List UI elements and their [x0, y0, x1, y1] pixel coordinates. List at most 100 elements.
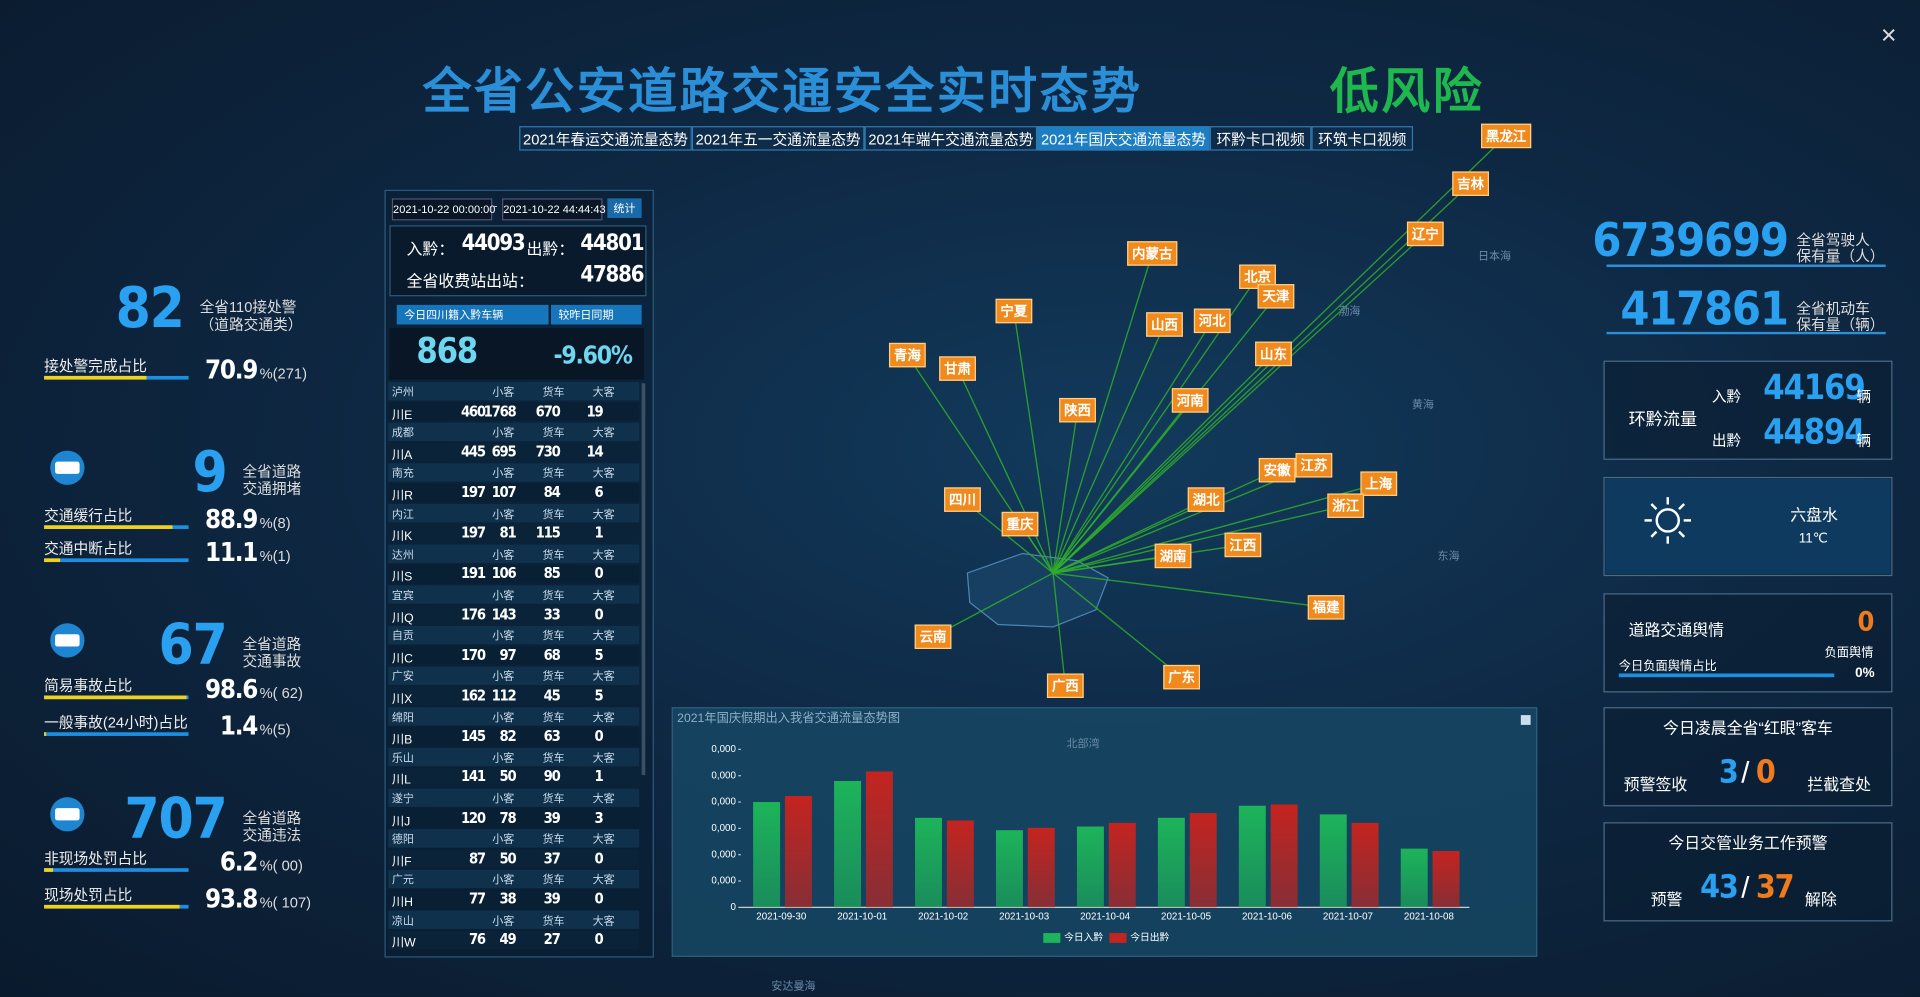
date-start[interactable]: 2021-10-22 00:00:00 [391, 198, 495, 221]
select[interactable]: 今日四川籍入黔车辆 [396, 304, 549, 325]
cell: 76 [468, 930, 486, 948]
ratio-detail: %(1) [259, 547, 291, 565]
cell: 68 [543, 646, 561, 664]
tab[interactable]: 2021年五一交通流量态势 [691, 126, 865, 151]
bar [1351, 822, 1379, 908]
y-tick-label: 0,000 [711, 849, 736, 860]
stat-icon [50, 797, 85, 832]
plate: 川Q [391, 611, 414, 626]
sea-label: 北部湾 [1066, 737, 1100, 750]
compare[interactable]: 较昨日同期 [551, 304, 642, 325]
province-label[interactable]: 江苏 [1295, 453, 1333, 478]
province-label[interactable]: 河北 [1193, 308, 1231, 334]
cell: 37 [543, 849, 561, 867]
province-label[interactable]: 江西 [1224, 532, 1262, 558]
city: 南充 [391, 467, 414, 480]
flow-line [1052, 572, 1183, 678]
province-label[interactable]: 辽宁 [1406, 221, 1444, 247]
bar [1270, 804, 1298, 908]
y-tick-label: 0 [730, 902, 736, 913]
column-header: 小客 [492, 629, 515, 642]
column-header: 大客 [592, 751, 615, 764]
flow-line [1052, 555, 1174, 574]
cell: 27 [543, 930, 561, 948]
flow-line [1013, 310, 1054, 574]
stat-label: 交通违法 [242, 826, 302, 844]
province-label[interactable]: 广西 [1046, 673, 1084, 698]
flow-line [1052, 320, 1213, 574]
flow-line [1052, 572, 1066, 686]
province-label[interactable]: 山东 [1255, 341, 1292, 367]
ratio-detail: %( 107) [259, 893, 312, 912]
work-b: 37 [1755, 869, 1795, 907]
cell: 63 [543, 727, 561, 745]
tab[interactable]: 环黔卡口视频 [1209, 126, 1312, 151]
city: 乐山 [391, 751, 414, 764]
flow-line [1052, 399, 1191, 574]
date-end[interactable]: 2021-10-22 44:44:43 [502, 198, 606, 221]
cell: 1 [594, 524, 603, 542]
cell: 1768 [483, 402, 517, 420]
stat-label: 全省110接处警 [199, 298, 297, 316]
bar [865, 771, 893, 908]
stat-value: 82 [115, 274, 185, 341]
province-label[interactable]: 青海 [888, 342, 926, 368]
stat-value: 67 [158, 611, 227, 678]
tab[interactable]: 2021年春运交通流量态势 [519, 126, 692, 151]
province-label[interactable]: 内蒙古 [1127, 241, 1178, 266]
province-label[interactable]: 河南 [1171, 388, 1209, 413]
province-label[interactable]: 湖南 [1154, 543, 1192, 569]
flow-line [1052, 324, 1166, 574]
city: 自贡 [391, 629, 414, 642]
province-label[interactable]: 安徽 [1258, 457, 1296, 483]
cell: 695 [491, 443, 517, 461]
flow-unit: 辆 [1856, 388, 1872, 406]
stat-label: 交通拥堵 [242, 480, 302, 498]
ratio-detail: %( 62) [259, 684, 303, 702]
plate: 川K [391, 530, 413, 544]
province-label[interactable]: 山西 [1146, 312, 1183, 337]
icon-shape [55, 634, 80, 647]
province-label[interactable]: 宁夏 [995, 298, 1033, 324]
opinion-value: 0 [1857, 607, 1875, 638]
column-header: 大客 [592, 548, 615, 561]
flow-line [956, 368, 1054, 574]
close-button[interactable]: × [1880, 19, 1897, 51]
ratio-track [44, 868, 189, 872]
bar [1027, 827, 1055, 908]
province-label[interactable]: 吉林 [1452, 171, 1489, 196]
province-label[interactable]: 重庆 [1001, 511, 1039, 537]
ratio-percent: 6.2 [219, 847, 259, 877]
query-button[interactable]: 统计 [607, 198, 642, 218]
province-label[interactable]: 北京 [1239, 264, 1276, 289]
cell: 0 [594, 890, 603, 908]
province-label[interactable]: 湖北 [1187, 487, 1225, 512]
opinion-title: 道路交通舆情 [1628, 620, 1725, 640]
province-label[interactable]: 四川 [944, 487, 981, 512]
province-label[interactable]: 广东 [1163, 664, 1201, 690]
city: 凉山 [391, 914, 414, 927]
legend-swatch [1109, 933, 1127, 943]
column-header: 大客 [592, 426, 615, 439]
cell: 97 [499, 646, 517, 664]
province-label[interactable]: 黑龙江 [1481, 123, 1532, 149]
province-label[interactable]: 上海 [1360, 471, 1398, 496]
province-label[interactable]: 云南 [914, 624, 952, 649]
tab[interactable]: 环筑卡口视频 [1311, 126, 1414, 151]
weather-bg [1605, 478, 1891, 575]
out-label: 出黔： [526, 240, 575, 259]
ratio-label: 交通缓行占比 [44, 506, 133, 525]
weather-city: 六盘水 [1790, 505, 1838, 525]
province-label[interactable]: 甘肃 [939, 356, 976, 381]
cell: 38 [499, 890, 517, 908]
tab[interactable]: 2021年国庆交通流量态势 [1037, 126, 1210, 151]
province-label[interactable]: 天津 [1257, 284, 1295, 309]
column-header: 大客 [592, 914, 615, 927]
ratio-bar [44, 695, 187, 700]
cell: 39 [543, 890, 561, 908]
tab[interactable]: 2021年端午交通流量态势 [864, 126, 1038, 151]
province-label[interactable]: 福建 [1307, 595, 1345, 620]
province-label[interactable]: 浙江 [1327, 493, 1365, 518]
province-label[interactable]: 陕西 [1059, 397, 1096, 423]
